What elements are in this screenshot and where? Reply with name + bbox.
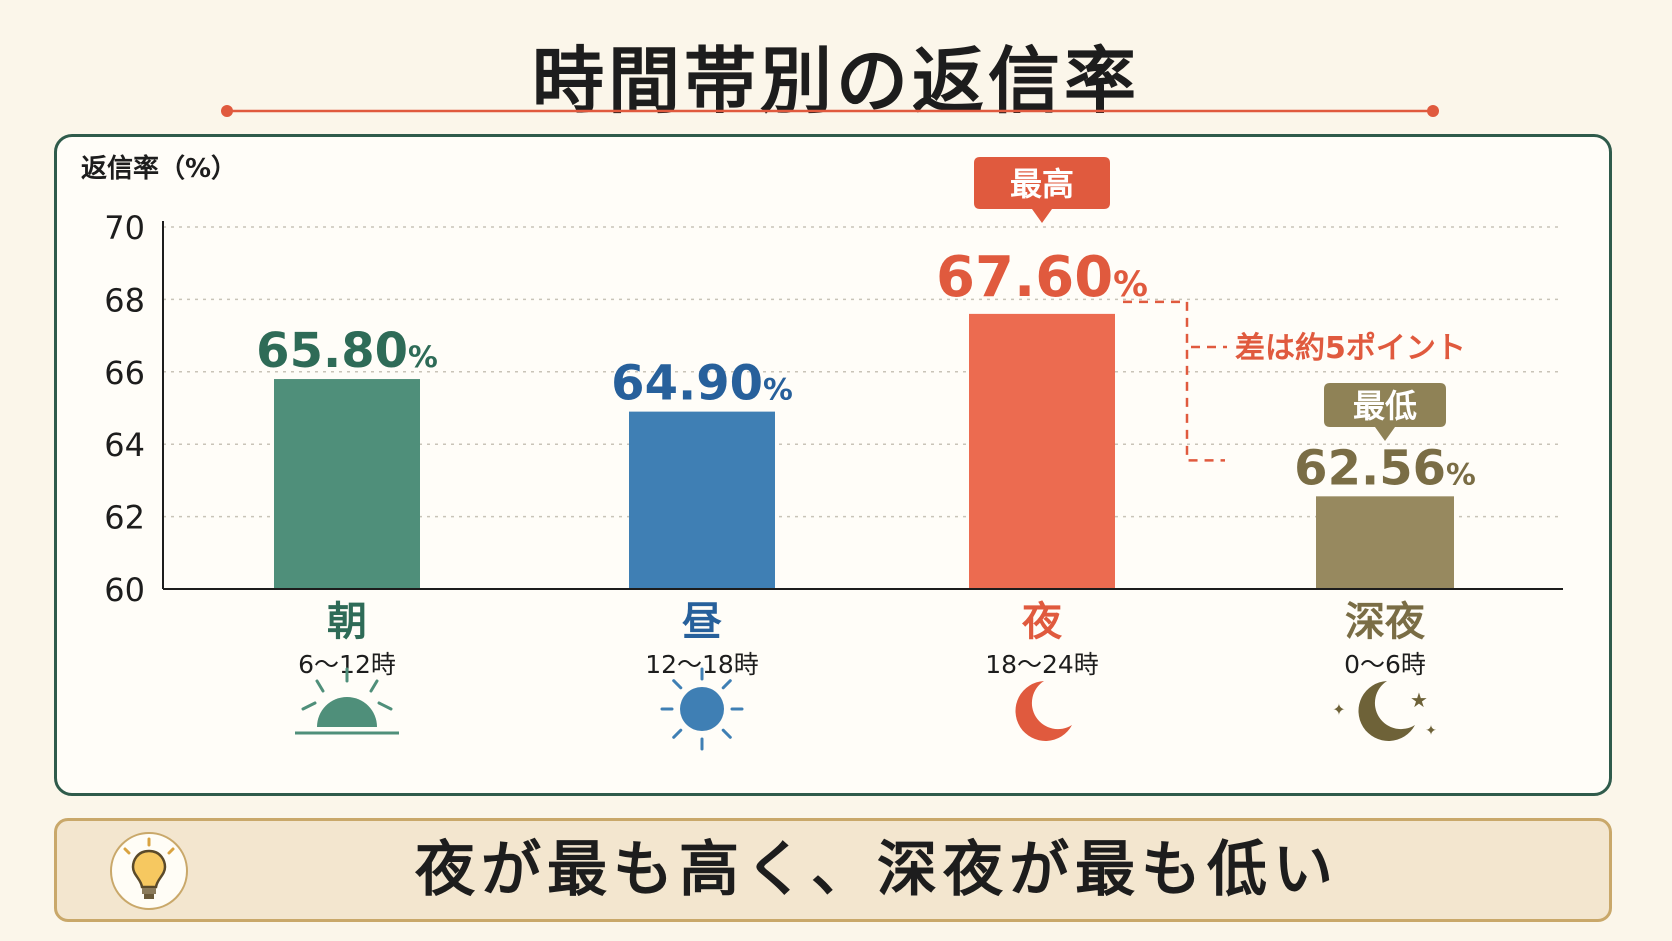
star-icon: ✦ [1332,700,1345,719]
data-label-2: 67.60% [936,245,1148,310]
data-label-3: 62.56% [1294,440,1476,496]
sun-icon-ray [721,679,732,690]
difference-annotation: 差は約5ポイント [1235,331,1466,366]
bar-1 [629,411,775,589]
y-tick-label: 70 [104,209,145,247]
y-tick-label: 62 [104,499,145,537]
bar-0 [274,379,420,589]
star-icon: ✦ [1425,723,1437,739]
sunrise-icon-ray [315,679,325,693]
bar-3 [1316,496,1454,589]
summary-text: 夜が最も高く、深夜が最も低い [415,835,1339,905]
category-sublabel-2: 18〜24時 [985,650,1099,679]
difference-bracket [1123,300,1225,462]
category-label-1: 昼 [682,599,722,645]
y-tick-label: 66 [104,354,145,392]
sun-icon-ray [672,728,683,739]
category-label-2: 夜 [1021,599,1063,645]
category-sublabel-3: 0〜6時 [1344,650,1426,679]
y-axis-label: 返信率（%） [81,153,237,184]
category-label-3: 深夜 [1345,599,1426,645]
y-tick-label: 68 [104,281,145,319]
sunrise-icon [317,697,377,727]
star-icon: ★ [1410,688,1428,712]
badge-highest-text: 最高 [1010,165,1074,203]
chart-panel: 返信率（%） 60 62 64 66 68 70 65.80% 朝 6〜12時 64.90% 昼 12〜… [54,134,1612,796]
category-label-0: 朝 [327,599,367,645]
badge-lowest-text: 最低 [1353,387,1417,425]
page-title: 時間帯別の返信率 [531,39,1140,123]
moon-stars-icon [1358,681,1415,741]
y-tick-label: 60 [104,571,145,609]
sun-icon-ray [721,728,732,739]
y-tick-label: 64 [104,426,145,464]
title-underline [221,105,1439,117]
data-label-1: 64.90% [611,356,793,412]
summary-banner: 夜が最も高く、深夜が最も低い [54,818,1612,922]
sun-icon-ray [672,679,683,690]
sunrise-icon-ray [369,679,379,693]
badge-lowest: 最低 [1324,383,1446,441]
lightbulb-icon [110,832,188,910]
data-label-0: 65.80% [256,323,438,379]
moon-icon [1015,681,1072,741]
badge-highest: 最高 [974,157,1110,223]
sunrise-icon-ray [377,701,393,711]
sun-icon [680,687,724,731]
bar-2 [969,313,1115,589]
sunrise-icon-ray [301,701,317,711]
bar-chart: 返信率（%）60626466687065.80%朝6〜12時64.90%昼12〜… [81,153,1563,751]
